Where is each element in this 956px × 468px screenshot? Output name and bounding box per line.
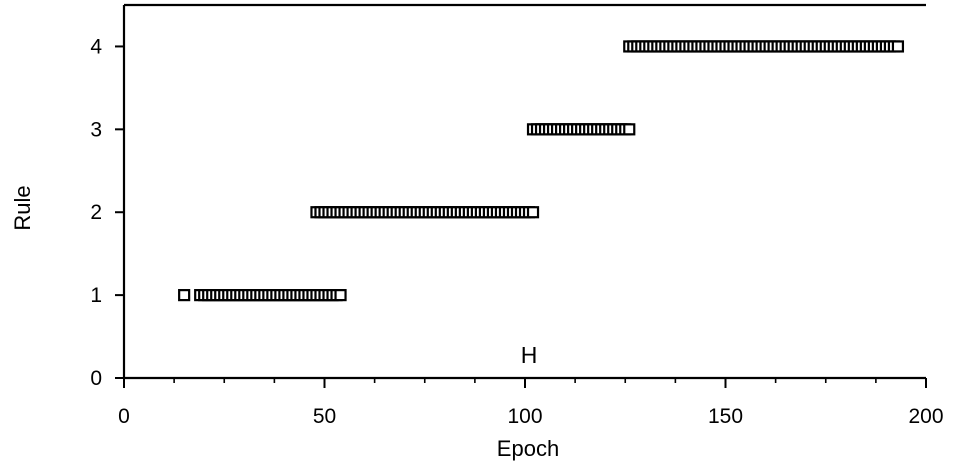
y-axis-ticks: 0 1 2 3 4 [90, 35, 124, 390]
x-tick-label: 150 [708, 405, 743, 428]
data-markers [178, 40, 905, 302]
x-tick-label: 100 [507, 405, 542, 428]
y-tick-label: 1 [90, 284, 102, 307]
x-axis-label: Epoch [497, 436, 559, 461]
x-tick-label: 200 [908, 405, 943, 428]
y-tick-label: 3 [90, 118, 102, 141]
data-point-rule-1 [178, 289, 191, 302]
y-tick-label: 0 [90, 367, 102, 390]
data-point-rule-2 [526, 206, 540, 219]
annotation-label: H [521, 342, 538, 368]
data-point-rule-4 [891, 40, 905, 53]
data-point-rule-3 [623, 123, 636, 136]
x-tick-label: 50 [313, 405, 336, 428]
y-tick-label: 2 [90, 201, 102, 224]
x-tick-label: 0 [118, 405, 130, 428]
x-axis-ticks: 0 50 100 150 200 [118, 378, 944, 428]
plot-area [122, 3, 926, 380]
y-axis-label: Rule [10, 185, 35, 230]
y-tick-label: 4 [90, 35, 102, 58]
data-point-rule-1 [334, 289, 347, 302]
